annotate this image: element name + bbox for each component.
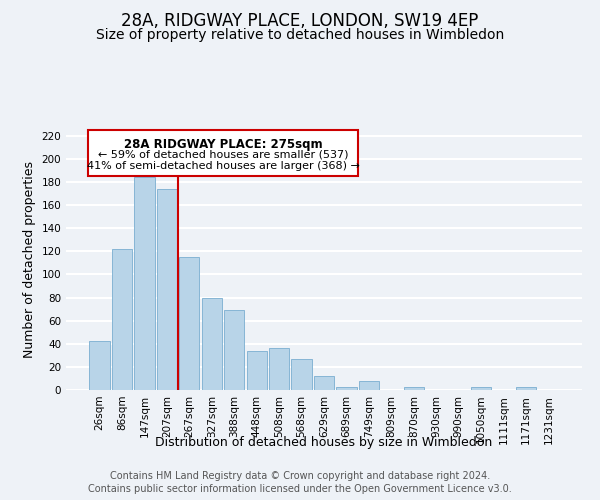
Bar <box>314 376 334 390</box>
Text: Size of property relative to detached houses in Wimbledon: Size of property relative to detached ho… <box>96 28 504 42</box>
Bar <box>269 348 289 390</box>
Text: 28A RIDGWAY PLACE: 275sqm: 28A RIDGWAY PLACE: 275sqm <box>124 138 322 151</box>
Bar <box>134 178 155 390</box>
Bar <box>292 359 311 390</box>
Text: ← 59% of detached houses are smaller (537): ← 59% of detached houses are smaller (53… <box>98 150 348 160</box>
FancyBboxPatch shape <box>88 130 358 176</box>
Bar <box>359 381 379 390</box>
Bar <box>89 342 110 390</box>
Bar <box>516 386 536 390</box>
Text: 28A, RIDGWAY PLACE, LONDON, SW19 4EP: 28A, RIDGWAY PLACE, LONDON, SW19 4EP <box>121 12 479 30</box>
Bar <box>224 310 244 390</box>
Bar <box>157 189 177 390</box>
Bar <box>179 257 199 390</box>
Y-axis label: Number of detached properties: Number of detached properties <box>23 162 36 358</box>
Text: 41% of semi-detached houses are larger (368) →: 41% of semi-detached houses are larger (… <box>86 161 359 171</box>
Text: Contains public sector information licensed under the Open Government Licence v3: Contains public sector information licen… <box>88 484 512 494</box>
Bar <box>202 298 222 390</box>
Bar <box>112 249 132 390</box>
Text: Contains HM Land Registry data © Crown copyright and database right 2024.: Contains HM Land Registry data © Crown c… <box>110 471 490 481</box>
Bar <box>404 386 424 390</box>
Bar <box>471 386 491 390</box>
Bar <box>337 386 356 390</box>
Text: Distribution of detached houses by size in Wimbledon: Distribution of detached houses by size … <box>155 436 493 449</box>
Bar <box>247 350 267 390</box>
